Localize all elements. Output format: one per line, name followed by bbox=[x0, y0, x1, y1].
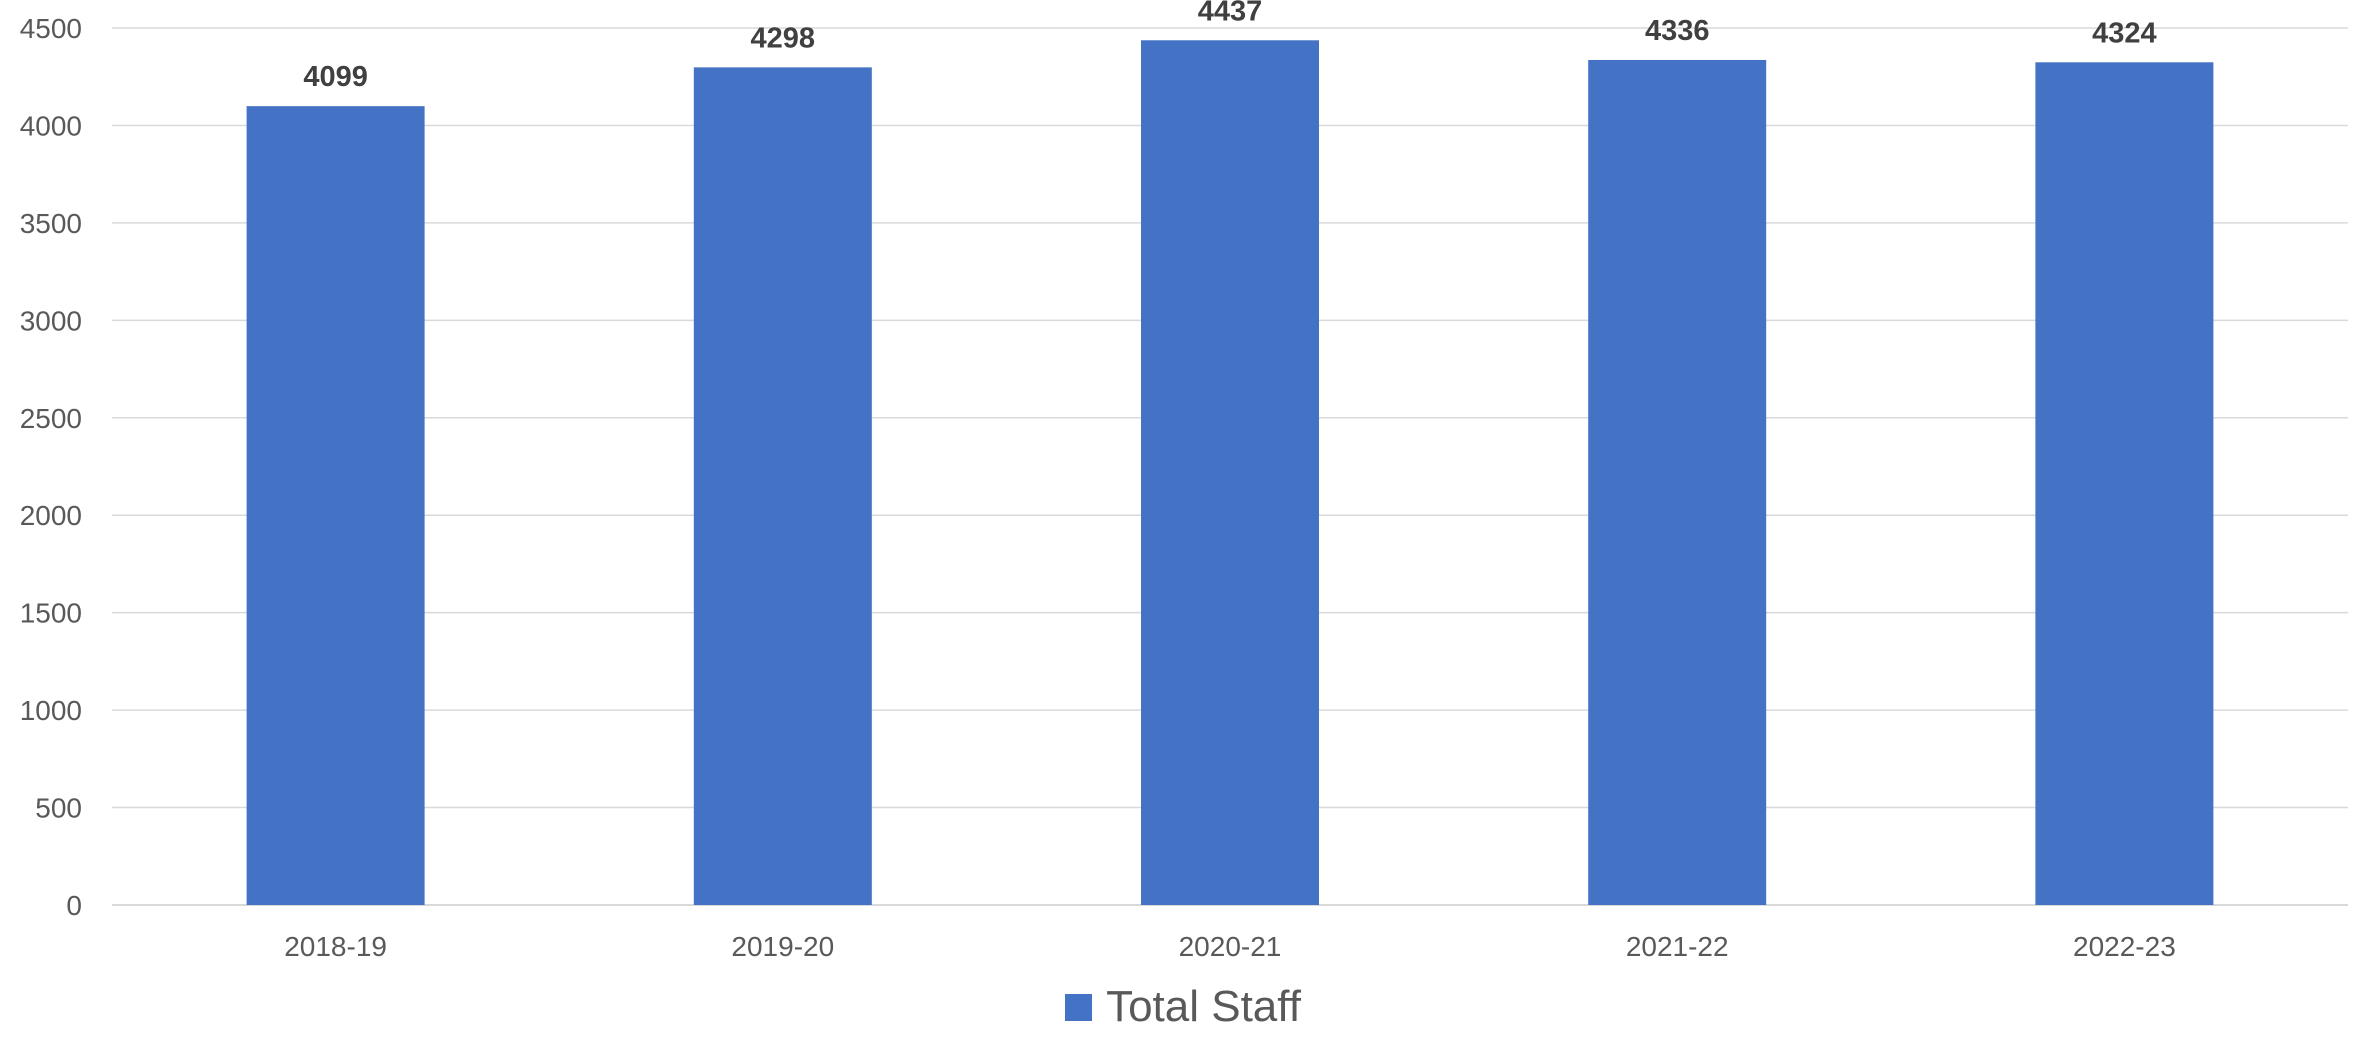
legend-swatch-total-staff bbox=[1065, 993, 1093, 1021]
y-tick-label: 2500 bbox=[20, 403, 82, 434]
data-label-2021-22: 4336 bbox=[1645, 15, 1710, 47]
y-tick-label: 3000 bbox=[20, 305, 82, 336]
y-tick-label: 2000 bbox=[20, 500, 82, 531]
x-tick-label-2021-22: 2021-22 bbox=[1626, 931, 1729, 962]
x-tick-label-2018-19: 2018-19 bbox=[284, 931, 387, 962]
bar-2018-19 bbox=[246, 106, 425, 905]
y-tick-label: 4500 bbox=[20, 13, 82, 44]
x-tick-label-2020-21: 2020-21 bbox=[1179, 931, 1282, 962]
y-tick-label: 0 bbox=[66, 890, 82, 921]
data-labels: 4099 4298 4437 4336 4324 bbox=[303, 0, 2156, 93]
legend: Total Staff bbox=[0, 985, 2366, 1029]
bar-2021-22 bbox=[1588, 59, 1767, 905]
x-tick-label-2022-23: 2022-23 bbox=[2073, 931, 2176, 962]
bar-2020-21 bbox=[1141, 40, 1319, 905]
y-tick-label: 1000 bbox=[20, 695, 82, 726]
data-label-2020-21: 4437 bbox=[1198, 0, 1263, 27]
bar-2022-23 bbox=[2035, 62, 2214, 906]
x-axis-tick-labels: 2018-19 2019-20 2020-21 2021-22 2022-23 bbox=[284, 931, 2176, 962]
data-label-2019-20: 4298 bbox=[751, 22, 816, 54]
data-label-2022-23: 4324 bbox=[2092, 17, 2157, 49]
y-tick-label: 500 bbox=[35, 793, 82, 824]
bars bbox=[246, 40, 2214, 906]
y-tick-label: 1500 bbox=[20, 598, 82, 629]
legend-label-total-staff: Total Staff bbox=[1106, 982, 1301, 1031]
y-axis-tick-labels: 0 500 1000 1500 2000 2500 3000 3500 4000 4500 bbox=[20, 13, 82, 921]
bar-2019-20 bbox=[693, 67, 872, 905]
x-tick-label-2019-20: 2019-20 bbox=[731, 931, 834, 962]
data-label-2018-19: 4099 bbox=[303, 61, 368, 93]
y-tick-label: 3500 bbox=[20, 208, 82, 239]
y-tick-label: 4000 bbox=[20, 110, 82, 141]
